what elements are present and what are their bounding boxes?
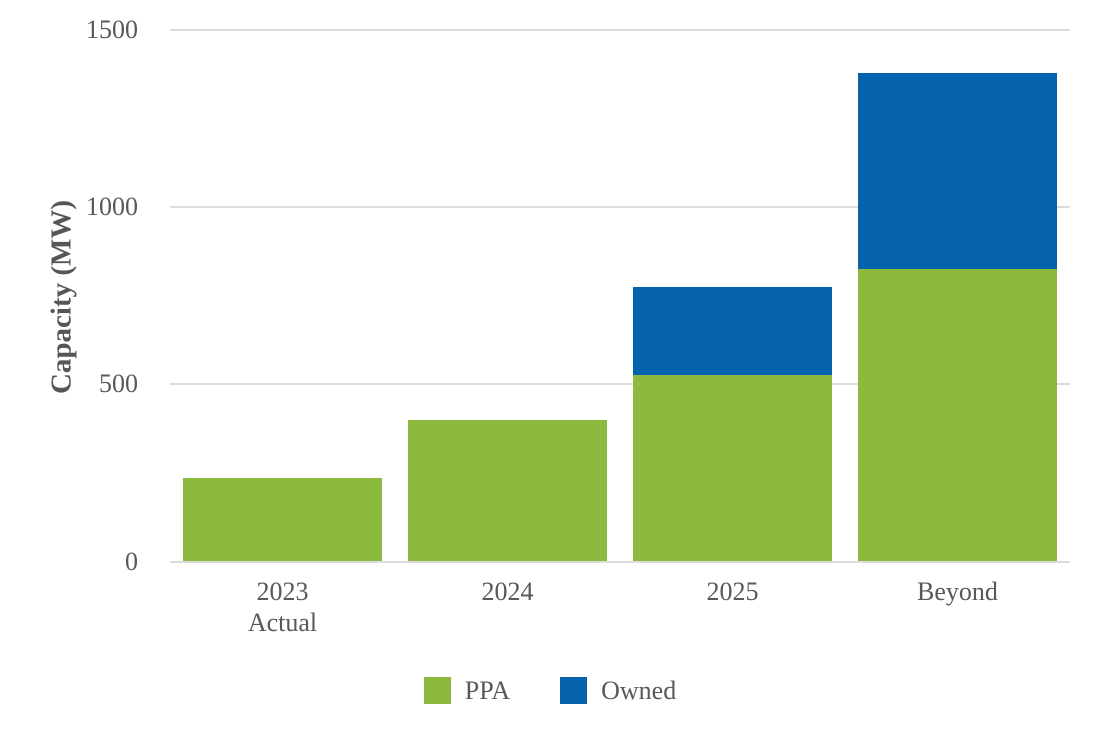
bar-segment-ppa (408, 419, 607, 562)
bar-segment-ppa (183, 478, 382, 562)
gridline (170, 206, 1070, 209)
y-tick-label: 1500 (86, 15, 138, 44)
y-axis-title: Capacity (MW) (45, 199, 78, 395)
x-category-label: Beyond (917, 577, 998, 606)
legend: PPA Owned (0, 676, 1100, 704)
bar-segment-ppa (633, 375, 832, 562)
bar-segment-owned (858, 72, 1057, 270)
y-tick-label: 1000 (86, 192, 138, 222)
y-tick-label: 0 (125, 546, 138, 576)
x-category-label: 2023 Actual (247, 577, 318, 637)
bar-segment-ppa (858, 269, 1057, 562)
legend-swatch (423, 676, 451, 704)
gridline (170, 29, 1070, 31)
legend-item-ppa: PPA (423, 675, 511, 705)
x-category-label: 2025 (706, 577, 759, 606)
legend-label: Owned (601, 675, 677, 705)
legend-label: PPA (464, 675, 511, 705)
bar-segment-owned (633, 286, 832, 376)
gridline (170, 383, 1070, 386)
y-tick-label: 500 (99, 369, 138, 399)
legend-item-owned: Owned (560, 675, 677, 705)
legend-swatch (560, 676, 588, 704)
x-category-label: 2024 (481, 577, 534, 606)
gridline (170, 560, 1070, 563)
